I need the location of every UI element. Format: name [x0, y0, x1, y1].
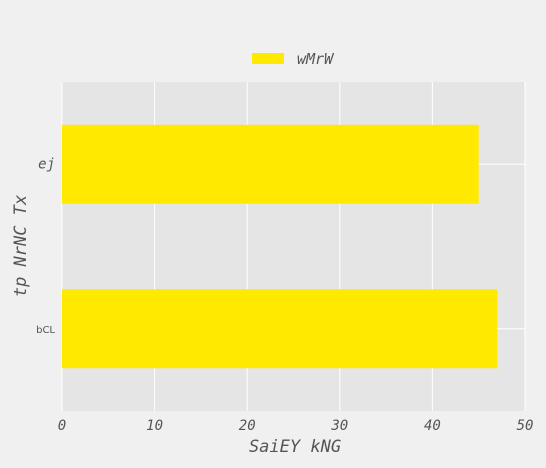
legend: wMrW [252, 50, 335, 68]
x-tick-label: 30 [330, 418, 348, 434]
y-tick-labels: ej bCL [36, 156, 55, 336]
bar-bCL [62, 289, 497, 368]
x-tick-label: 0 [58, 418, 66, 434]
x-tick-label: 50 [517, 418, 534, 434]
x-tick-label: 20 [239, 418, 256, 434]
x-tick-labels: 0 10 20 30 40 50 [58, 418, 534, 434]
x-axis-label: SaiEY kNG [249, 437, 341, 457]
x-tick-label: 40 [424, 418, 441, 434]
x-tick-label: 10 [146, 418, 163, 434]
y-tick-label: bCL [36, 325, 55, 336]
y-axis-label: tp NrNC Tx [11, 194, 31, 297]
legend-swatch [252, 53, 284, 64]
bar-ej [62, 125, 479, 204]
y-tick-label: ej [38, 156, 55, 172]
legend-label: wMrW [297, 50, 335, 68]
